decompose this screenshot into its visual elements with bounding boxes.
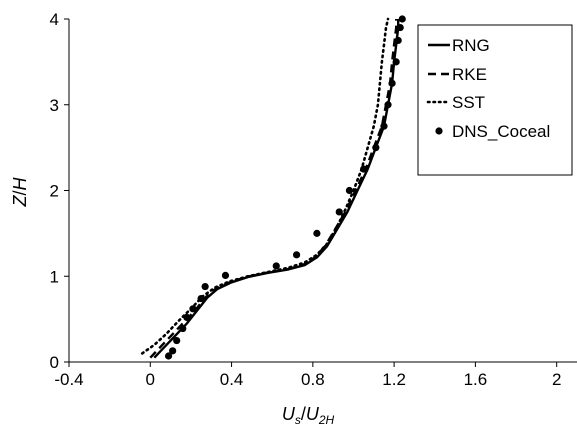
data-point-dns-coceal bbox=[179, 324, 187, 333]
data-point-dns-coceal bbox=[292, 251, 301, 259]
x-tick-label: 0.8 bbox=[301, 370, 325, 389]
x-axis-label-sub1: s bbox=[295, 413, 301, 427]
x-tick-label: -0.4 bbox=[54, 370, 83, 389]
series-line-sst bbox=[140, 17, 390, 355]
data-point-dns-coceal bbox=[197, 294, 205, 303]
x-axis-label-slash: / bbox=[301, 404, 306, 424]
series-line-rng bbox=[153, 19, 400, 359]
data-point-dns-coceal bbox=[183, 313, 191, 322]
legend-label-rke: RKE bbox=[452, 65, 487, 84]
y-axis-label-var2: H bbox=[10, 176, 30, 190]
legend-marker-dns bbox=[435, 127, 443, 135]
x-axis-label: Us/U2H bbox=[282, 404, 335, 427]
data-point-dns-coceal bbox=[164, 352, 173, 360]
x-tick-label: 2 bbox=[552, 370, 561, 389]
legend-label-rng: RNG bbox=[452, 36, 490, 55]
data-point-dns-coceal bbox=[394, 36, 402, 45]
data-point-dns-coceal bbox=[360, 165, 368, 173]
y-tick-label: 3 bbox=[50, 96, 59, 115]
legend-label-sst: SST bbox=[452, 93, 485, 112]
y-tick-label: 1 bbox=[50, 267, 59, 286]
series-group bbox=[140, 15, 406, 360]
data-point-dns-coceal bbox=[384, 101, 392, 109]
data-point-dns-coceal bbox=[201, 282, 209, 291]
y-tick-label: 2 bbox=[50, 182, 59, 201]
y-axis-label-var: Z bbox=[10, 195, 30, 208]
data-point-dns-coceal bbox=[189, 305, 197, 313]
legend-box bbox=[417, 24, 573, 176]
y-axis-label: Z/H bbox=[10, 176, 30, 207]
x-tick-label: 1.6 bbox=[464, 370, 488, 389]
data-point-dns-coceal bbox=[272, 262, 280, 270]
data-point-dns-coceal bbox=[173, 336, 181, 345]
y-tick-label: 4 bbox=[50, 10, 59, 29]
data-point-dns-coceal bbox=[313, 229, 321, 237]
data-point-dns-coceal bbox=[169, 347, 177, 355]
y-axis-label-slash: / bbox=[10, 190, 30, 195]
data-point-dns-coceal bbox=[345, 186, 354, 195]
data-point-dns-coceal bbox=[372, 144, 380, 152]
x-tick-label: 1.2 bbox=[382, 370, 406, 389]
legend: RNG RKE SST DNS_Coceal bbox=[417, 24, 573, 176]
x-tick-label: 0 bbox=[146, 370, 155, 389]
x-tick-label: 0.4 bbox=[220, 370, 244, 389]
data-point-dns-coceal bbox=[396, 23, 404, 32]
x-axis-label-var2: U bbox=[306, 404, 320, 424]
x-axis-label-var: U bbox=[282, 404, 296, 424]
data-point-dns-coceal bbox=[388, 79, 396, 87]
x-axis-label-sub2: 2H bbox=[318, 413, 335, 427]
series-line-rke bbox=[149, 19, 398, 359]
y-tick-label: 0 bbox=[50, 353, 59, 372]
data-point-dns-coceal bbox=[221, 271, 230, 279]
data-point-dns-coceal bbox=[380, 122, 388, 130]
legend-label-dns: DNS_Coceal bbox=[452, 122, 550, 141]
data-point-dns-coceal bbox=[335, 208, 343, 216]
data-point-dns-coceal bbox=[398, 15, 406, 23]
data-point-dns-coceal bbox=[392, 58, 400, 66]
